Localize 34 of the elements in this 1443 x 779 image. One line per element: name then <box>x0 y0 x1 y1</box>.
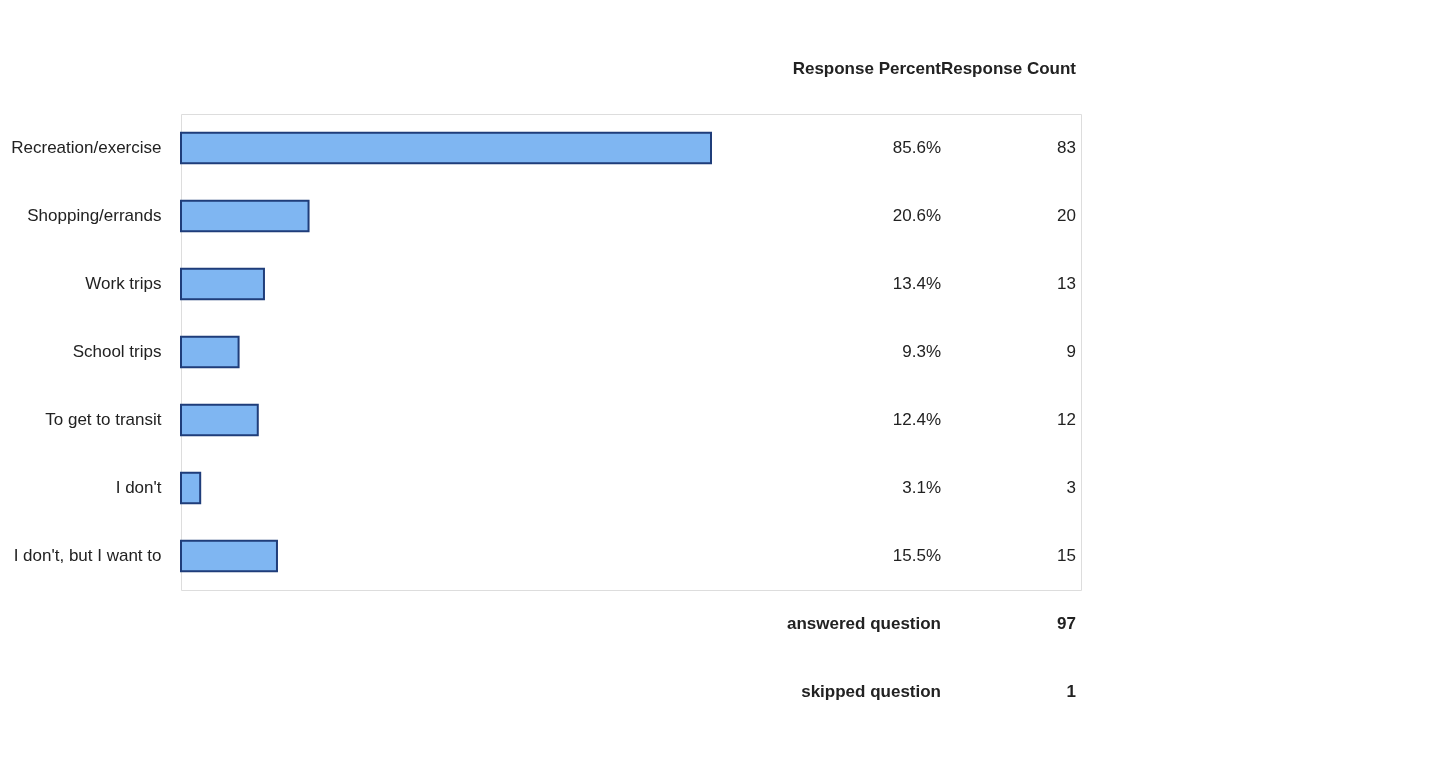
bar <box>180 539 278 573</box>
bar <box>180 199 310 233</box>
y-tick-label: Work trips <box>85 274 162 293</box>
text: skipped question <box>801 682 941 701</box>
bar <box>180 471 202 505</box>
y-tick-label: School trips <box>72 342 162 361</box>
text: 83 <box>1057 138 1076 157</box>
data-label: 12.4% <box>892 410 941 429</box>
y-tick-label: Shopping/errands <box>27 206 162 225</box>
text: 12 <box>1057 410 1076 429</box>
data-label: 20.6% <box>892 206 941 225</box>
bar <box>180 403 259 437</box>
y-tick-label: To get to transit <box>45 410 162 429</box>
text: 97 <box>1057 614 1076 633</box>
text: Response Count <box>940 59 1077 78</box>
text: answered question <box>787 614 941 633</box>
data-label: 15.5% <box>892 546 941 565</box>
text: 15 <box>1057 546 1076 565</box>
text: Response Percent <box>792 59 942 78</box>
data-label: 13.4% <box>892 274 941 293</box>
bar <box>180 335 240 369</box>
y-tick-label: I don't <box>115 478 162 497</box>
text: 20 <box>1057 206 1076 225</box>
text: 13 <box>1057 274 1076 293</box>
y-tick-label: I don't, but I want to <box>13 546 162 565</box>
bar <box>180 267 265 301</box>
data-label: 3.1% <box>902 478 941 497</box>
y-tick-label: Recreation/exercise <box>11 138 162 157</box>
bar <box>180 131 712 165</box>
text: 9 <box>1066 342 1076 361</box>
text: 3 <box>1066 478 1076 497</box>
data-label: 85.6% <box>892 138 941 157</box>
data-label: 9.3% <box>902 342 941 361</box>
text: 1 <box>1066 682 1076 701</box>
